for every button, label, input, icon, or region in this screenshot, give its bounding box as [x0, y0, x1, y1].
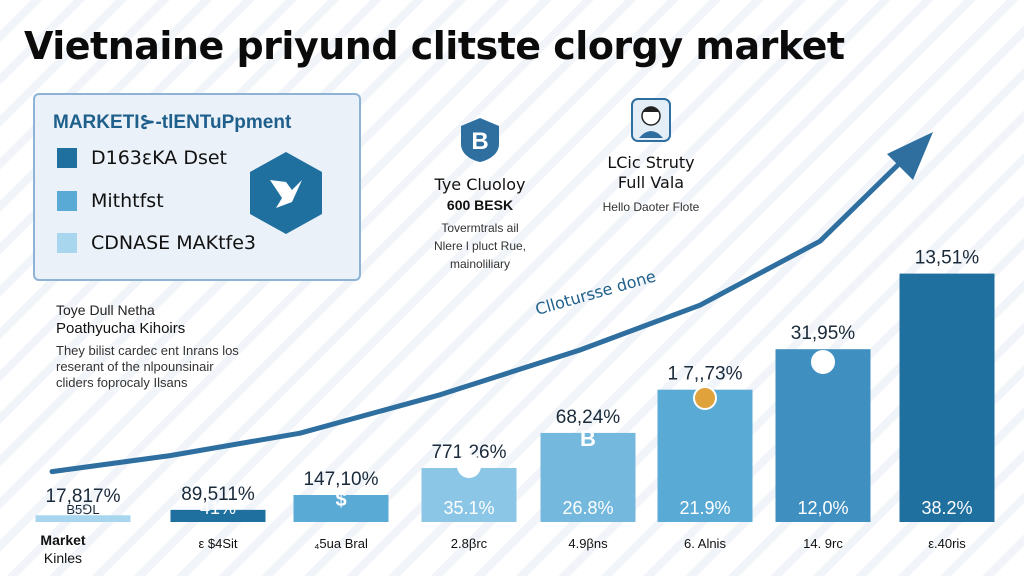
notes-subheading: Poathyucha Kihoirs [56, 320, 186, 337]
legend-item: CDNASE MAKtfe3 [57, 232, 256, 254]
x-tick-label: 14. 9rc [803, 536, 843, 551]
legend-label: Mithtfst [91, 190, 164, 212]
notes-heading: Toye Dull Netha [56, 302, 155, 318]
x-tick-label: ₄5ua Bral [314, 536, 368, 551]
info-right-line: Hello Daoter Flote [602, 200, 700, 214]
info-left-line: Nlere l pluct Rue, [433, 239, 527, 253]
bar-value-label: 31,95% [791, 323, 856, 344]
bar [540, 432, 636, 522]
legend-item: Mithtfst [57, 190, 164, 212]
bar-inner-label: 26.8% [562, 498, 613, 518]
x-tick-label: ε.40ris [928, 536, 966, 551]
bar-value-label: 771,26% [431, 442, 506, 463]
bar [775, 349, 871, 522]
coin-icon [693, 386, 717, 410]
person-avatar-icon [631, 98, 671, 142]
bar-value-label: 17,817% [45, 486, 120, 507]
info-right: LCic Struty Full Vala Hello Daoter Flote [586, 98, 716, 214]
trend-label: Cllotursse done [533, 266, 658, 319]
legend-label: CDNASE MAKtfe3 [91, 232, 256, 254]
info-left-subtitle: 600 BESK [446, 197, 514, 213]
page-title: Vietnaine priyund clitste clorgy market [24, 24, 845, 68]
legend-swatch [57, 233, 77, 253]
bar [35, 515, 131, 522]
x-tick-label: 4.9βns [568, 536, 608, 551]
coin-icon [457, 454, 481, 478]
x-tick-label: ε $4Sit [198, 536, 237, 551]
notes-line: reserant of the nlpounsinair [56, 359, 214, 374]
bar-inner-label: B5⅁L [66, 502, 99, 517]
x-tick-label: Market [40, 532, 85, 548]
bar [657, 389, 753, 522]
trend-arrow-head [887, 132, 933, 180]
bar-value-label: 13,51% [915, 248, 980, 269]
trend-line [49, 155, 908, 475]
notes-panel: Toye Dull Netha Poathyucha Kihoirs They … [56, 302, 286, 391]
bar-inner-label: 12,0% [797, 498, 848, 518]
bar-value-label: 68,24% [556, 407, 621, 428]
notes-line: cliders foprocaly Ilsans [56, 375, 188, 390]
coin-icon [811, 350, 835, 374]
bar-value-label: 89,511% [181, 484, 255, 505]
bar-inner-label: 38.2% [921, 498, 972, 518]
x-tick-label: Kinles [44, 550, 82, 566]
legend-swatch [57, 148, 77, 168]
bar-inner-label: 21.9% [679, 498, 730, 518]
x-tick-label: 6. Alnis [684, 536, 726, 551]
legend-label: D163εKA Dset [91, 147, 227, 169]
info-left: B Tye Cluoloy 600 BESK Tovermtrals ail N… [410, 116, 550, 273]
info-left-title: Tye Cluoloy [434, 175, 526, 194]
dollar-icon: $ [335, 489, 346, 511]
legend-title: MARKETI⊱-tlENTuPpment [53, 112, 292, 133]
info-right-title: LCic Struty [607, 153, 695, 172]
info-left-line: Tovermtrals ail [441, 221, 519, 235]
legend-panel: MARKETI⊱-tlENTuPpment D163εKA Dset Mitht… [33, 93, 361, 281]
hexagon-logo-icon [250, 152, 322, 234]
info-left-line: mainoliliary [449, 257, 511, 271]
bar-value-label: 147,10% [303, 469, 378, 490]
b-letter-icon: B [580, 426, 596, 451]
x-tick-label: 2.8βrc [451, 536, 488, 551]
bar [170, 509, 266, 522]
legend-item: D163εKA Dset [57, 147, 227, 169]
b-badge-icon: B [461, 118, 499, 162]
notes-line: They bilist cardec ent Inrans los [56, 343, 239, 358]
bar-value-label: 1 7,,73% [668, 364, 743, 385]
bar [899, 273, 995, 522]
info-right-subtitle: Full Vala [617, 173, 685, 192]
bar [293, 495, 389, 522]
bar-inner-label: 35.1% [443, 498, 494, 518]
legend-swatch [57, 191, 77, 211]
svg-text:B: B [471, 128, 488, 155]
bar-inner-label: 41% [200, 498, 236, 518]
